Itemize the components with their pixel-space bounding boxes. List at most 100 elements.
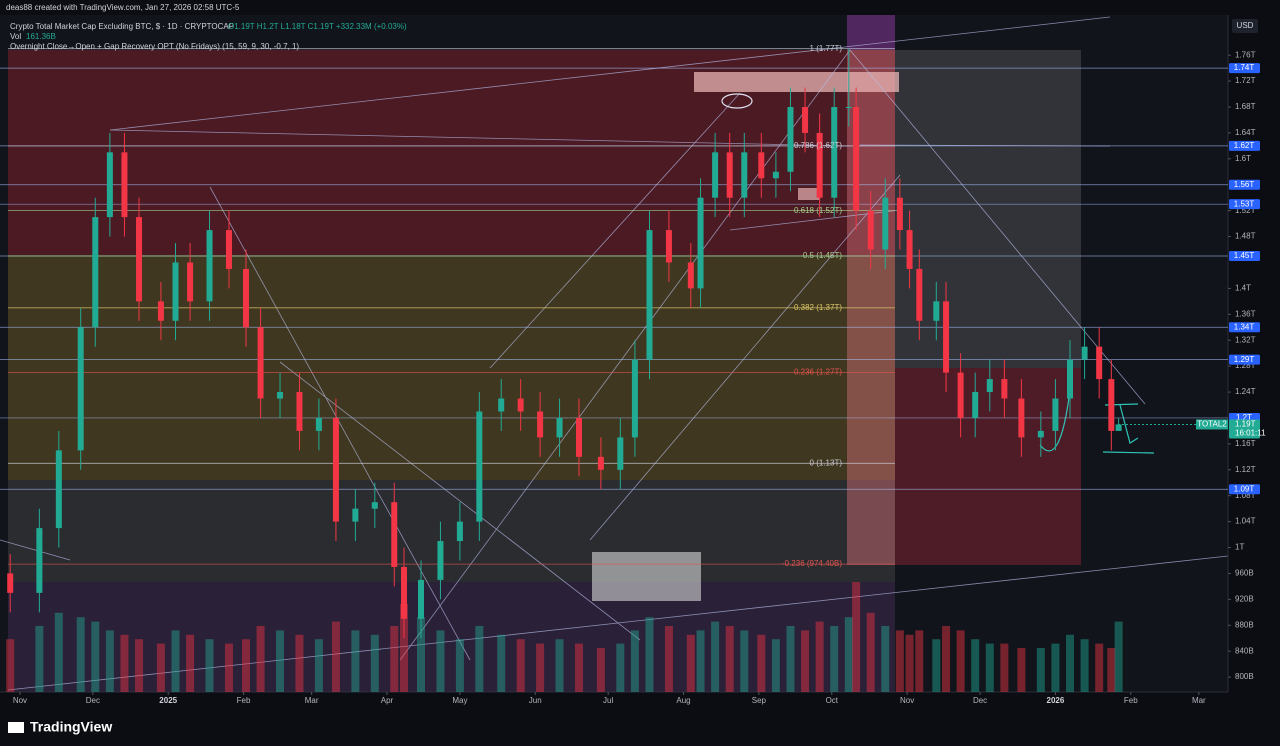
y-tick-label: 1.4T (1235, 284, 1251, 293)
candle-body (1115, 424, 1122, 431)
ohlc: O1.19T H1.2T L1.18T C1.19T +332.33M (+0.… (228, 22, 407, 31)
volume-bar (786, 626, 795, 692)
y-tick-label: 1.68T (1235, 102, 1256, 111)
candle-body (92, 217, 99, 328)
volume-label: Vol (10, 32, 21, 41)
candle-body (537, 411, 544, 438)
volume-bar (105, 630, 114, 692)
volume-bar (1066, 634, 1075, 692)
y-tick-label: 1.16T (1235, 439, 1256, 448)
candle-body (853, 106, 860, 211)
volume-bar (932, 639, 941, 692)
candle-body (296, 392, 303, 431)
candle-body (1081, 346, 1088, 360)
y-tick-label: 1.72T (1235, 76, 1256, 85)
candle-body (1052, 398, 1059, 431)
volume-bar (915, 630, 924, 692)
y-tick-label: 1.28T (1235, 361, 1256, 370)
candle-body (831, 106, 838, 198)
level-label: 1.74T (1234, 63, 1255, 72)
volume-bar (686, 634, 695, 692)
currency-box[interactable] (1232, 19, 1258, 33)
volume-bar (276, 630, 285, 692)
volume-bar (905, 634, 914, 692)
x-tick-label: Aug (676, 696, 690, 705)
level-label: 1.2T (1236, 413, 1252, 422)
candle-body (456, 521, 463, 542)
level-box (1229, 250, 1260, 261)
indicator: Overnight Close→Open + Gap Recovery OPT … (10, 42, 299, 51)
x-tick-label: Mar (305, 696, 319, 705)
overlay: 1.76T 1.72T 1.68T 1.64T 1.6T 1.52T 1.48T 1.4T 1.… (13, 44, 1266, 705)
volume-bar (771, 639, 780, 692)
y-tick-label: 1.52T (1235, 206, 1256, 215)
level-label: 1.45T (1234, 251, 1255, 260)
candle-body (172, 262, 179, 321)
candle-body (867, 210, 874, 250)
level-label: 1.53T (1234, 199, 1255, 208)
y-tick-label: 1.12T (1235, 465, 1256, 474)
candle-body (157, 301, 164, 321)
volume-bar (497, 634, 506, 692)
volume-bar (1095, 643, 1104, 692)
y-tick-label: 1.08T (1235, 491, 1256, 500)
fib-label: 1 (1.77T) (810, 44, 843, 53)
fib-label: 0.786 (1.62T) (794, 141, 842, 150)
volume-bar (314, 639, 323, 692)
candle-body (665, 230, 672, 263)
level-box (1229, 179, 1260, 190)
x-tick-label: Dec (973, 696, 987, 705)
y-tick-label: 960B (1235, 569, 1254, 578)
y-tick-label: 920B (1235, 594, 1254, 603)
candle-body (257, 327, 264, 399)
volume-bar (295, 634, 304, 692)
candle-body (352, 508, 359, 522)
volume-bar (390, 626, 399, 692)
volume-bar (616, 643, 625, 692)
volume-bar (645, 617, 654, 692)
y-tick-label: 1T (1235, 543, 1244, 552)
volume-bar (475, 626, 484, 692)
candle-body (1067, 359, 1074, 399)
volume-bar (596, 648, 605, 692)
candle-body (1018, 398, 1025, 438)
candle-body (121, 152, 128, 218)
volume-bar (852, 582, 861, 692)
x-tick-label: May (452, 696, 467, 705)
level-label: 1.29T (1234, 355, 1255, 364)
candle-body (933, 301, 940, 321)
currency[interactable]: USD (1237, 21, 1254, 30)
y-tick-label: 1.6T (1235, 154, 1251, 163)
candle-body (758, 152, 765, 179)
candle-body (315, 417, 322, 431)
candle-body (943, 301, 950, 373)
candle-body (816, 132, 823, 198)
candle-body (332, 417, 339, 522)
candle-body (802, 106, 809, 133)
y-tick-label: 880B (1235, 620, 1254, 629)
candle-body (556, 417, 563, 438)
price-label: 1.19T (1235, 420, 1256, 429)
credit: deas88 created with TradingView.com, Jan… (6, 3, 240, 12)
y-tick-label: 1.48T (1235, 232, 1256, 241)
x-tick-label: Feb (237, 696, 251, 705)
x-tick-label: 2025 (159, 696, 177, 705)
candle-body (77, 327, 84, 451)
candle-body (476, 411, 483, 522)
y-tick-label: 840B (1235, 646, 1254, 655)
volume-bar (1107, 648, 1116, 692)
candle-body (726, 152, 733, 198)
countdown: 16:01:11 (1235, 429, 1266, 438)
candle-body (1108, 379, 1115, 431)
volume-bar (536, 643, 545, 692)
x-tick-label: 2026 (1047, 696, 1065, 705)
candle-body (772, 171, 779, 179)
candle-body (437, 541, 444, 580)
volume-bar (417, 617, 426, 692)
volume-bar (815, 621, 824, 692)
level-box (1229, 322, 1260, 333)
level-label: 1.56T (1234, 180, 1255, 189)
fib-label: 0.5 (1.45T) (803, 251, 842, 260)
candle-body (617, 437, 624, 470)
